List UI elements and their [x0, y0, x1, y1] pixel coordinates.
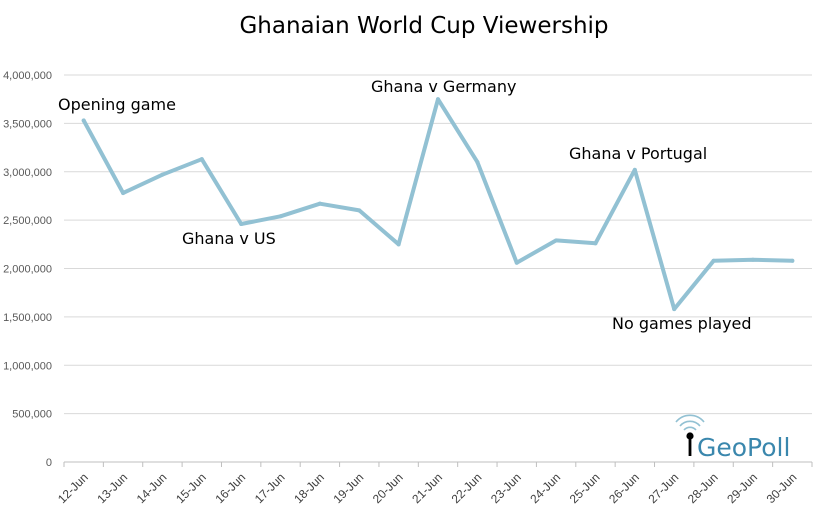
y-tick-label: 3,000,000: [3, 167, 52, 179]
data-point: [160, 172, 165, 177]
annotation-no-games-played: No games played: [612, 314, 752, 333]
data-point: [239, 221, 244, 226]
data-point: [711, 258, 716, 263]
logo-wordmark: GeoPoll: [697, 433, 790, 462]
x-tick-label: 30-Jun: [764, 470, 800, 506]
x-tick-label: 27-Jun: [645, 470, 681, 506]
x-tick-label: 25-Jun: [567, 470, 603, 506]
x-tick-label: 16-Jun: [212, 470, 248, 506]
data-point: [278, 214, 283, 219]
x-tick-label: 26-Jun: [606, 470, 642, 506]
data-point: [632, 167, 637, 172]
y-axis-tick-labels: 0 500,000 1,000,000 1,500,000 2,000,000 2,500…: [3, 70, 52, 469]
x-tick-label: 23-Jun: [488, 470, 524, 506]
x-tick-label: 24-Jun: [527, 470, 563, 506]
data-point: [436, 97, 440, 102]
x-axis-tick-labels: 12-Jun 13-Jun 14-Jun 15-Jun 16-Jun 17-Jun 18-J…: [55, 462, 813, 506]
data-point: [396, 242, 401, 247]
y-tick-label: 3,500,000: [3, 118, 52, 130]
series-line: [81, 97, 795, 312]
x-tick-label: 13-Jun: [94, 470, 130, 506]
chart-title: Ghanaian World Cup Viewership: [239, 13, 608, 39]
y-tick-label: 1,000,000: [3, 360, 52, 372]
geopoll-logo: GeoPoll: [675, 414, 790, 462]
data-point: [357, 208, 362, 213]
y-tick-label: 1,500,000: [3, 312, 52, 324]
data-point: [554, 238, 559, 243]
data-points: [81, 97, 795, 312]
x-tick-label: 29-Jun: [724, 470, 760, 506]
y-tick-label: 2,500,000: [3, 215, 52, 227]
x-tick-label: 15-Jun: [173, 470, 209, 506]
x-tick-label: 17-Jun: [252, 470, 288, 506]
data-point: [672, 307, 677, 312]
gridlines: [64, 74, 812, 415]
annotation-ghana-v-portugal: Ghana v Portugal: [569, 144, 707, 163]
x-tick-label: 12-Jun: [55, 470, 91, 506]
x-tick-label: 20-Jun: [370, 470, 406, 506]
x-tick-label: 28-Jun: [685, 470, 721, 506]
data-point: [475, 160, 480, 165]
data-point: [121, 191, 126, 196]
data-point: [81, 118, 86, 123]
data-point: [790, 258, 795, 263]
x-tick-label: 14-Jun: [134, 470, 170, 506]
x-tick-label: 18-Jun: [291, 470, 327, 506]
y-tick-label: 2,000,000: [3, 264, 52, 276]
annotation-ghana-v-germany: Ghana v Germany: [371, 77, 516, 96]
y-tick-label: 500,000: [12, 409, 52, 421]
y-tick-label: 0: [46, 457, 52, 469]
y-tick-label: 4,000,000: [3, 70, 52, 82]
signal-icon: [675, 414, 705, 456]
x-tick-label: 21-Jun: [409, 470, 445, 506]
x-tick-label: 22-Jun: [449, 470, 485, 506]
data-point: [593, 241, 598, 246]
data-point: [514, 260, 519, 265]
annotation-ghana-v-us: Ghana v US: [182, 229, 276, 248]
data-point: [750, 257, 755, 262]
annotation-opening-game: Opening game: [58, 95, 176, 114]
x-tick-label: 19-Jun: [331, 470, 367, 506]
data-point: [317, 201, 322, 206]
data-point: [199, 157, 204, 162]
